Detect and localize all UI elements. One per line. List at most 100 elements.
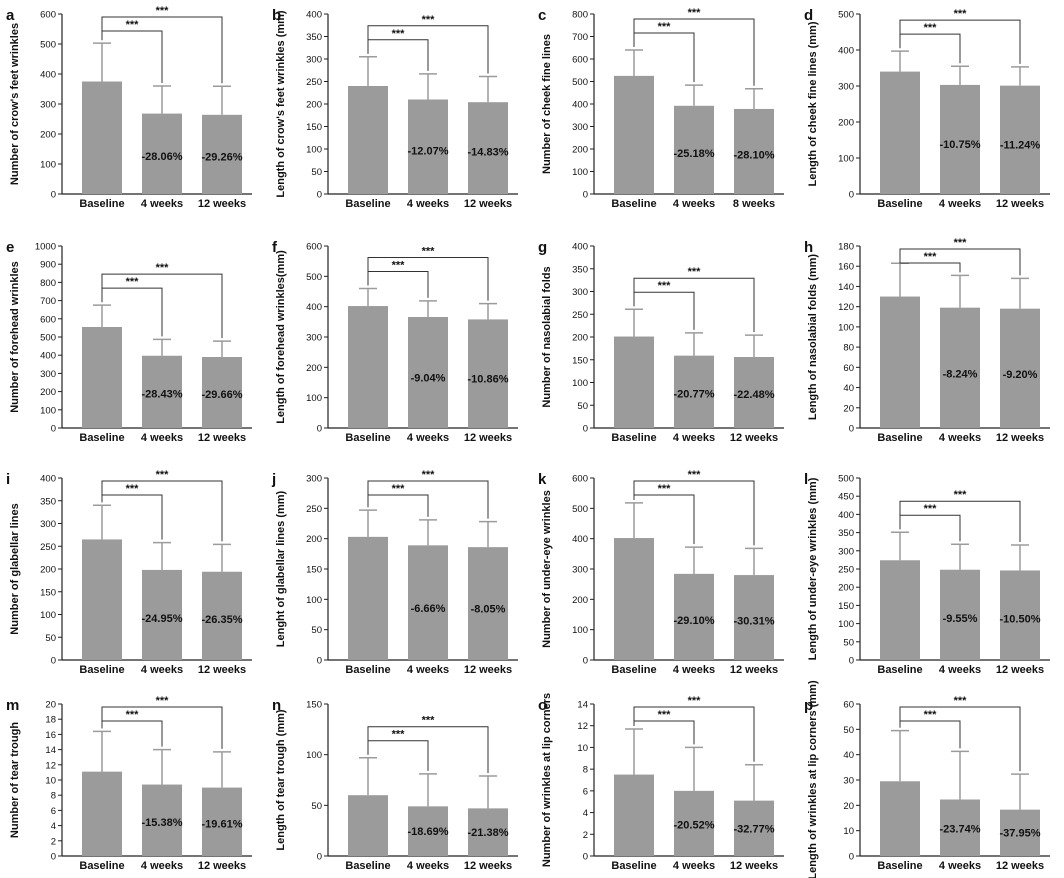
bar <box>408 99 448 194</box>
x-tick-label: 12 weeks <box>198 198 246 210</box>
bar <box>614 538 654 660</box>
x-tick-label: 12 weeks <box>198 860 246 872</box>
significance-bracket <box>101 720 163 747</box>
chart-panel-c: c Number of cheek fine lines 0 100 200 300 400… <box>538 7 784 210</box>
y-tick-label: 0 <box>849 656 854 667</box>
percent-change-label: -14.83% <box>468 146 509 158</box>
significance-bracket <box>633 277 755 333</box>
significance-label: *** <box>392 259 406 271</box>
y-tick-label: 350 <box>40 496 56 507</box>
y-tick-label: 150 <box>572 355 588 366</box>
percent-change-label: -15.38% <box>142 817 183 829</box>
y-tick-label: 300 <box>306 333 322 344</box>
y-tick-label: 200 <box>838 118 854 129</box>
y-axis-label: Length of cheek fine lines (mm) <box>807 21 819 186</box>
y-tick-label: 100 <box>838 322 854 333</box>
percent-change-label: -6.66% <box>411 603 446 615</box>
x-tick-label: 4 weeks <box>407 198 449 210</box>
significance-label: *** <box>392 483 406 495</box>
bar <box>82 771 122 856</box>
bar <box>880 296 920 428</box>
significance-label: *** <box>924 251 938 263</box>
significance-bracket <box>899 514 961 542</box>
bar <box>1000 570 1040 660</box>
significance-label: *** <box>392 729 406 741</box>
percent-change-label: -8.05% <box>471 604 506 616</box>
y-tick-label: 450 <box>838 492 854 503</box>
bar <box>614 774 654 856</box>
x-tick-label: Baseline <box>79 198 124 210</box>
significance-bracket <box>101 273 223 339</box>
y-tick-label: 400 <box>572 534 588 545</box>
y-tick-label: 6 <box>583 786 588 797</box>
y-tick-label: 400 <box>40 474 56 485</box>
panel-letter: e <box>6 239 14 256</box>
significance-label: *** <box>954 237 968 249</box>
bar <box>940 799 980 856</box>
y-tick-label: 10 <box>45 776 56 787</box>
x-tick-label: 4 weeks <box>673 198 715 210</box>
x-tick-label: Baseline <box>877 664 922 676</box>
x-tick-label: 4 weeks <box>673 432 715 444</box>
y-tick-label: 1000 <box>35 242 56 253</box>
y-tick-label: 300 <box>306 474 322 485</box>
y-tick-label: 300 <box>572 287 588 298</box>
y-tick-label: 20 <box>45 700 56 711</box>
significance-label: *** <box>924 709 938 721</box>
y-tick-label: 600 <box>306 242 322 253</box>
x-tick-label: Baseline <box>877 432 922 444</box>
y-axis-label: Number of cheek fine lines <box>541 34 553 174</box>
significance-bracket <box>633 18 755 86</box>
y-tick-label: 200 <box>306 363 322 374</box>
y-tick-label: 50 <box>311 801 322 812</box>
chart-panel-i: i Number of glabellar lines 0 50 100 150 200 25… <box>6 469 252 676</box>
y-tick-label: 600 <box>40 10 56 21</box>
x-tick-label: 4 weeks <box>673 860 715 872</box>
bar <box>940 569 980 660</box>
x-tick-label: Baseline <box>79 664 124 676</box>
y-tick-label: 600 <box>572 474 588 485</box>
x-tick-label: 12 weeks <box>730 432 778 444</box>
y-tick-label: 350 <box>306 32 322 43</box>
y-tick-label: 20 <box>843 801 854 812</box>
panel-letter: o <box>538 697 547 714</box>
bar <box>734 575 774 660</box>
y-tick-label: 50 <box>843 725 854 736</box>
significance-bracket <box>367 480 489 519</box>
significance-label: *** <box>688 695 702 707</box>
percent-change-label: -8.24% <box>943 368 978 380</box>
x-tick-label: 4 weeks <box>141 664 183 676</box>
y-tick-label: 0 <box>317 190 322 201</box>
percent-change-label: -28.10% <box>734 149 775 161</box>
significance-label: *** <box>688 7 702 19</box>
bar <box>674 573 714 660</box>
y-axis-label: Length of nasolabial folds (mm) <box>807 254 819 421</box>
x-tick-label: 4 weeks <box>407 432 449 444</box>
x-tick-label: 12 weeks <box>996 860 1044 872</box>
significance-label: *** <box>392 28 406 40</box>
significance-label: *** <box>688 266 702 278</box>
percent-change-label: -12.07% <box>408 145 449 157</box>
bar <box>940 84 980 194</box>
x-tick-label: 12 weeks <box>464 664 512 676</box>
significance-label: *** <box>688 469 702 481</box>
chart-panel-j: j Lenght of glabellar lines (mm) 0 50 100 150… <box>271 469 518 676</box>
y-tick-label: 120 <box>838 302 854 313</box>
y-tick-label: 4 <box>583 808 588 819</box>
significance-label: *** <box>422 14 436 26</box>
bar <box>734 357 774 428</box>
y-axis-label: Length of wrinkles at lip corners (mm) <box>807 680 819 878</box>
percent-change-label: -26.35% <box>202 614 243 626</box>
bar <box>1000 85 1040 194</box>
significance-label: *** <box>156 469 170 481</box>
percent-change-label: -18.69% <box>408 826 449 838</box>
significance-label: *** <box>658 483 672 495</box>
panel-letter: b <box>272 7 281 24</box>
y-tick-label: 900 <box>40 260 56 271</box>
panel-letter: p <box>804 697 813 714</box>
x-tick-label: 4 weeks <box>939 432 981 444</box>
y-tick-label: 14 <box>45 745 56 756</box>
